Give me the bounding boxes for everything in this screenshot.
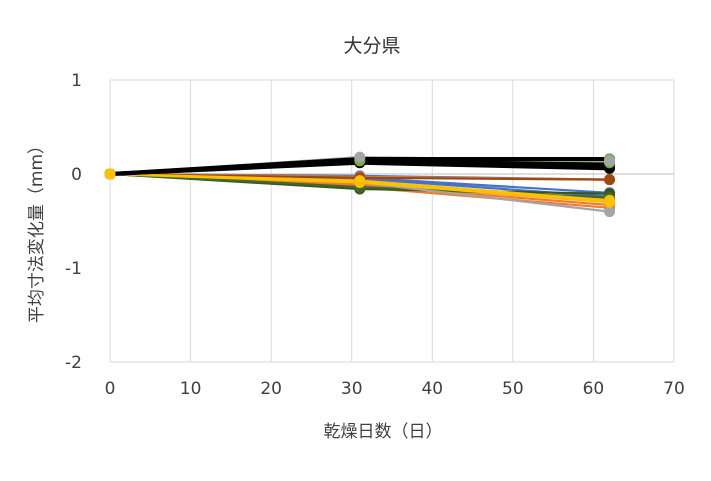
x-tick-label: 30 bbox=[341, 379, 363, 399]
data-point bbox=[354, 175, 366, 187]
data-point bbox=[604, 155, 616, 167]
x-tick-label: 10 bbox=[180, 379, 202, 399]
x-tick-label: 60 bbox=[583, 379, 605, 399]
marker-layer bbox=[104, 151, 616, 218]
x-axis-label: 乾燥日数（日） bbox=[324, 422, 443, 442]
data-point bbox=[604, 206, 616, 218]
chart-title: 大分県 bbox=[343, 35, 400, 57]
x-tick-label: 50 bbox=[502, 379, 524, 399]
x-tick-label: 70 bbox=[663, 379, 685, 399]
y-tick-label: 1 bbox=[71, 71, 82, 91]
x-tick-label: 0 bbox=[105, 379, 116, 399]
grid-layer bbox=[109, 79, 675, 363]
x-tick-label: 40 bbox=[421, 379, 443, 399]
y-tick-label: -1 bbox=[65, 259, 82, 279]
data-point bbox=[604, 194, 616, 206]
data-point bbox=[604, 174, 616, 186]
y-tick-label: -2 bbox=[65, 353, 82, 373]
data-point bbox=[354, 151, 366, 163]
data-point bbox=[104, 168, 116, 180]
y-tick-label: 0 bbox=[71, 165, 82, 185]
y-axis-label: 平均寸法変化量（mm） bbox=[27, 137, 47, 323]
x-tick-label: 20 bbox=[260, 379, 282, 399]
